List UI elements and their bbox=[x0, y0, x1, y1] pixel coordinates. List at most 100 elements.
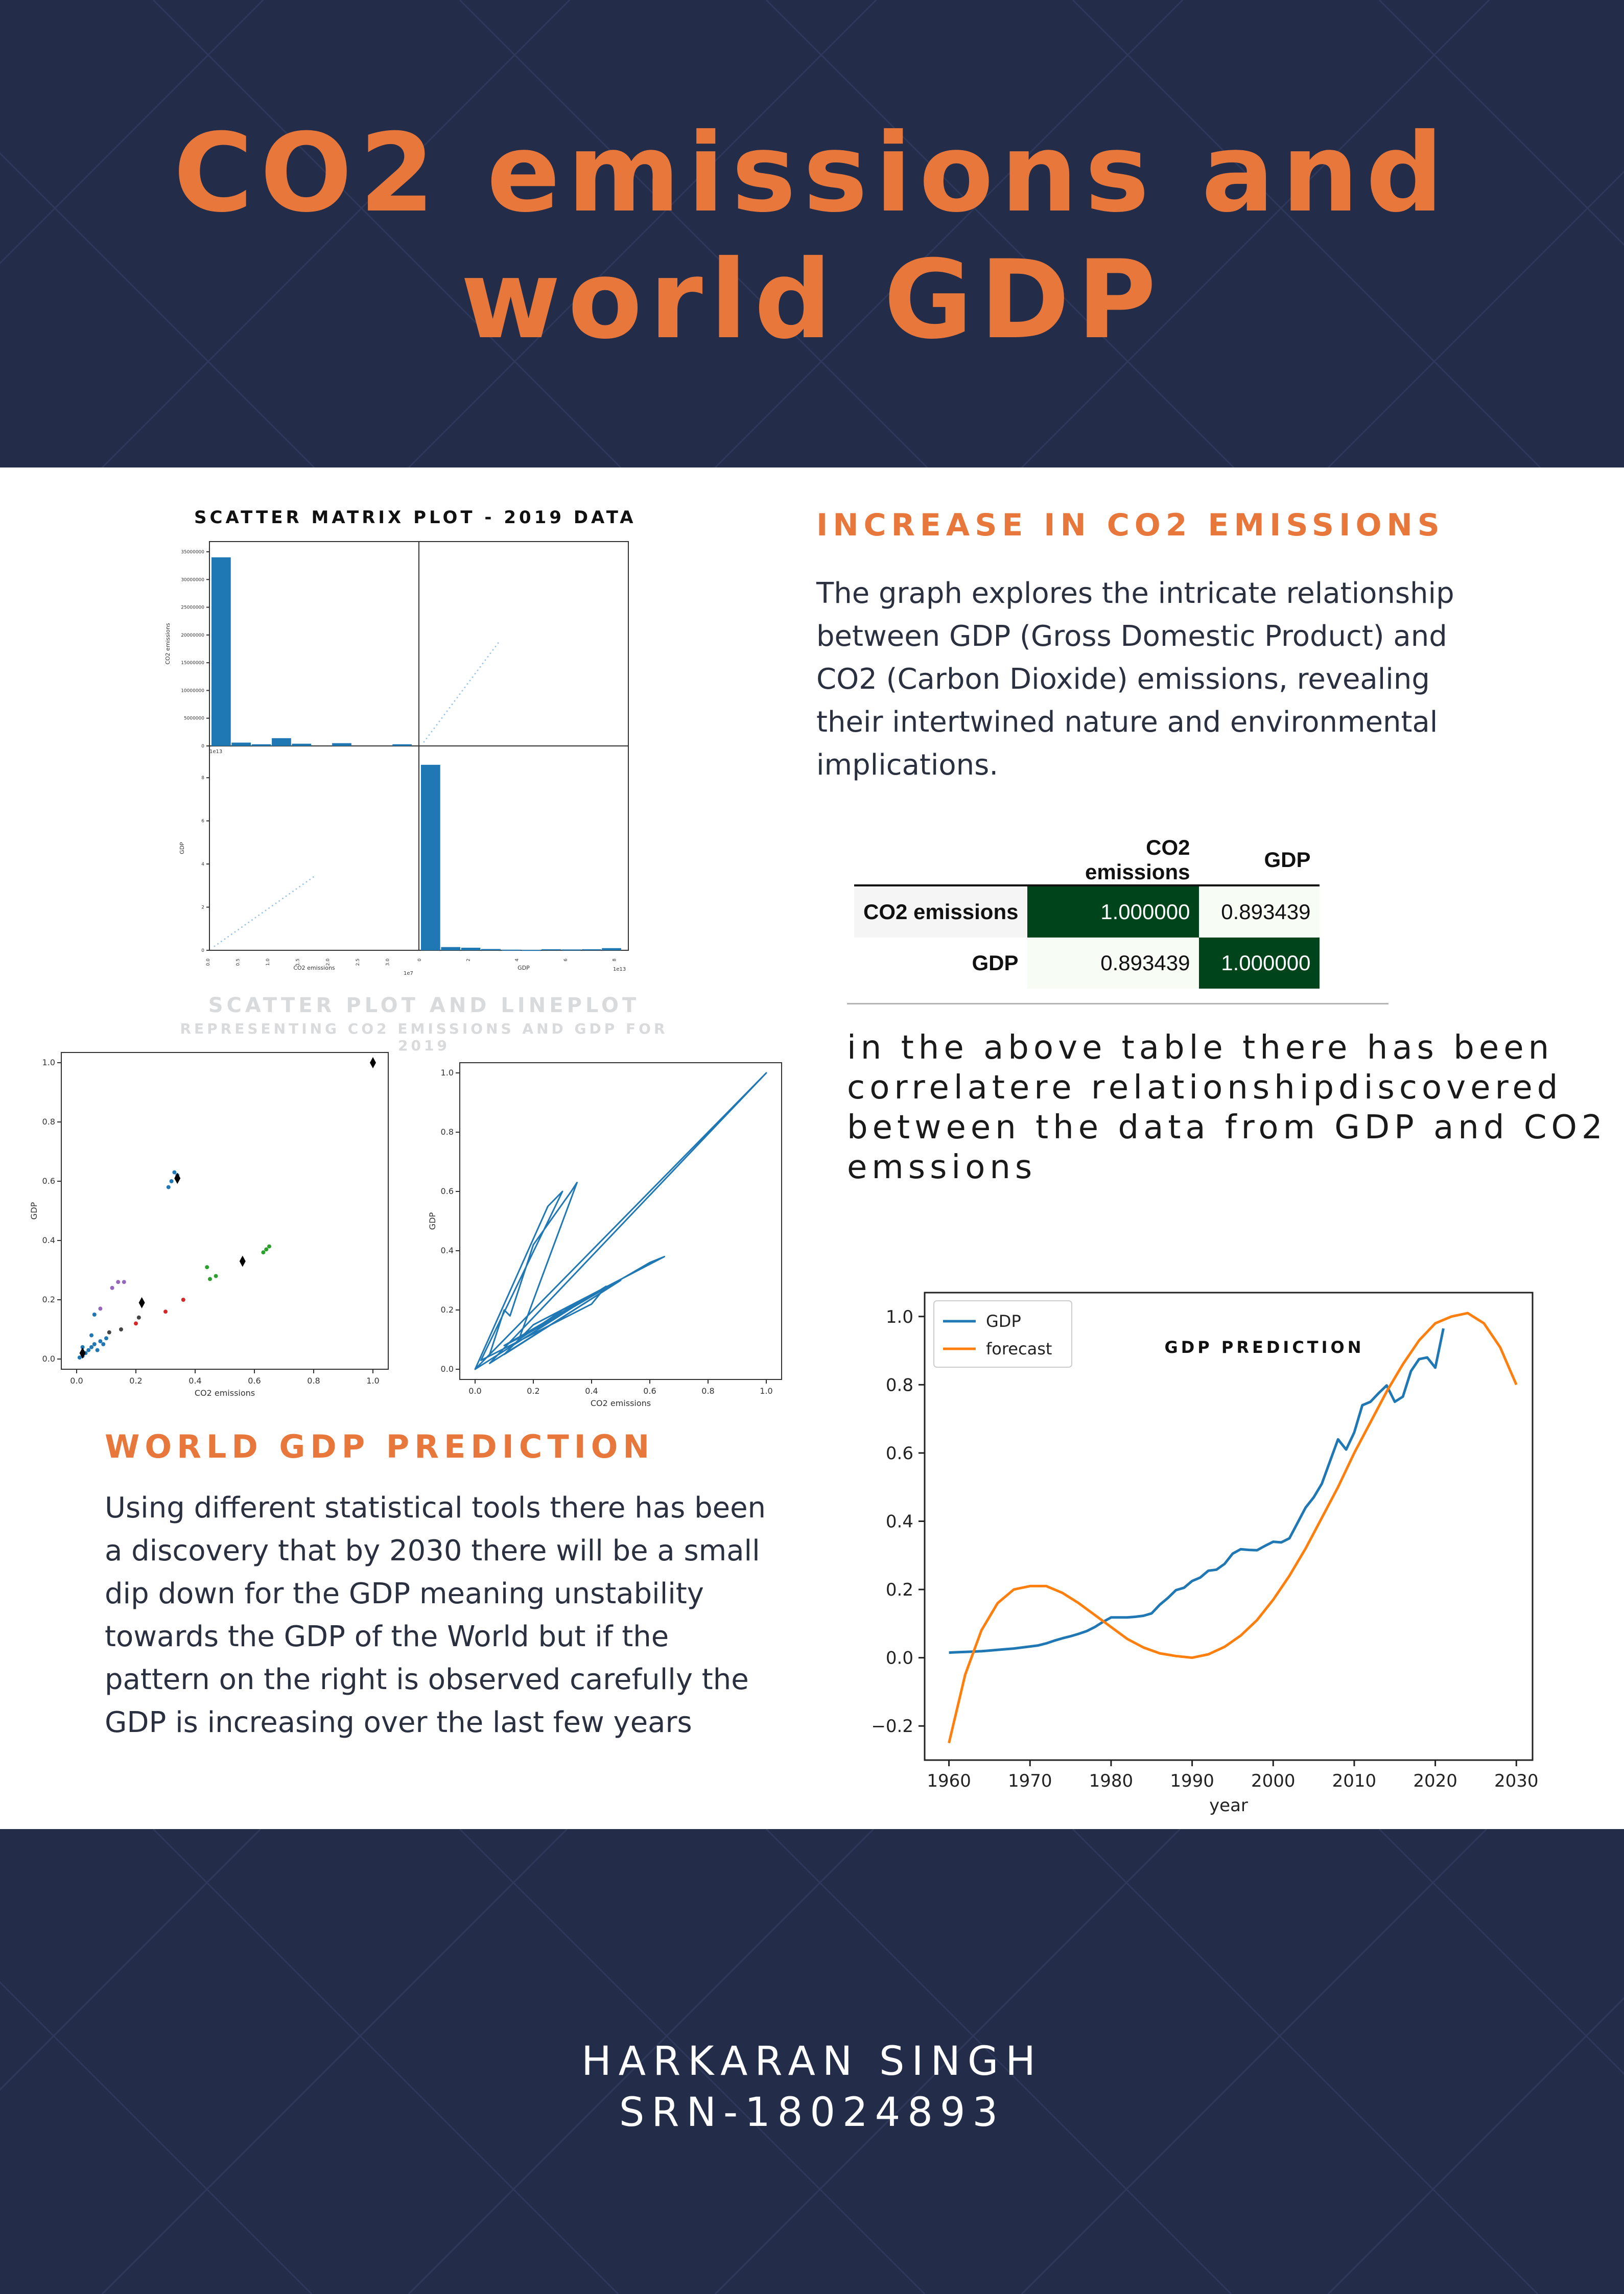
x-tick-label: 1.0 bbox=[760, 1386, 772, 1396]
title-line-1: CO2 emissions and bbox=[173, 110, 1451, 236]
header-pattern bbox=[0, 0, 1624, 467]
centroid-marker bbox=[138, 1297, 145, 1308]
offset-label: 1e13 bbox=[613, 967, 626, 972]
x-tick-label: 1.0 bbox=[366, 1376, 379, 1386]
header-banner bbox=[0, 0, 1624, 467]
scatter-point bbox=[264, 1247, 269, 1252]
co2-hist-bar bbox=[272, 738, 291, 746]
matrix-point bbox=[265, 909, 267, 911]
series-line-GDP bbox=[949, 1328, 1445, 1654]
gdp-ytick-label: 2 bbox=[201, 905, 204, 910]
matrix-point bbox=[251, 919, 253, 921]
matrix-point bbox=[309, 878, 311, 880]
matrix-point bbox=[261, 912, 263, 914]
table-note-text: in the above table there has been correl… bbox=[847, 1029, 1607, 1186]
scatter-point bbox=[80, 1345, 85, 1349]
y-tick-label: 0.2 bbox=[886, 1580, 913, 1600]
scatter-point bbox=[101, 1342, 106, 1346]
matrix-point bbox=[497, 642, 499, 644]
legend-box bbox=[933, 1300, 1072, 1368]
scatter-point bbox=[86, 1348, 91, 1352]
x-tick-label: 0.6 bbox=[643, 1386, 656, 1396]
legend-label: GDP bbox=[986, 1312, 1021, 1331]
scatter-point bbox=[89, 1345, 93, 1349]
x-tick-label: 0.4 bbox=[189, 1376, 201, 1386]
series-line-forecast bbox=[948, 1312, 1518, 1744]
matrix-point bbox=[238, 928, 240, 930]
scatter-point bbox=[169, 1179, 174, 1183]
gdp-hist-bar bbox=[561, 949, 581, 951]
row-label-co2: CO2 emissions bbox=[863, 900, 1019, 924]
y-tick-label: 1.0 bbox=[441, 1068, 454, 1078]
matrix-point bbox=[451, 704, 453, 706]
matrix-point bbox=[479, 666, 481, 668]
scatter-point bbox=[104, 1336, 108, 1341]
x-tick-label: 0.0 bbox=[70, 1376, 83, 1386]
table-corner bbox=[854, 835, 1028, 886]
co2-hist-ylabel: CO2 emissions bbox=[164, 623, 171, 665]
x-tick-label: 0.8 bbox=[701, 1386, 714, 1396]
co2-hist-ytick-label: 5000000 bbox=[184, 716, 204, 721]
matrix-point bbox=[214, 945, 216, 947]
matrix-point bbox=[227, 935, 229, 938]
gdp-xtick-label: 0 bbox=[417, 958, 422, 962]
scatter-plot-subtitle: REPRESENTING CO2 EMISSIONS AND GDP FOR 2… bbox=[180, 1020, 668, 1054]
co2-hist-bar bbox=[392, 744, 412, 746]
matrix-point bbox=[454, 700, 456, 702]
matrix-point bbox=[281, 898, 284, 900]
gdp-hist-bar bbox=[501, 949, 521, 951]
co2-hist-bar bbox=[211, 557, 231, 746]
co2-section-text: The graph explores the intricate relatio… bbox=[816, 577, 1454, 782]
gdp-prediction-chart: 1960 1970 1980 1990 2000 2010 2020 2030 −0.2 0.0 0… bbox=[871, 1292, 1539, 1816]
scatter-point bbox=[208, 1277, 212, 1281]
gdp-hist-bar bbox=[481, 949, 501, 950]
author-srn: SRN-18024893 bbox=[619, 2090, 1005, 2136]
scatter-point bbox=[261, 1250, 266, 1255]
matrix-point bbox=[433, 727, 435, 729]
matrix-point bbox=[254, 917, 256, 919]
y-tick-label: 0.6 bbox=[42, 1176, 55, 1186]
matrix-point bbox=[248, 921, 250, 923]
matrix-point bbox=[292, 891, 294, 893]
matrix-point bbox=[312, 876, 314, 878]
scatter-point bbox=[122, 1280, 126, 1284]
gdp-xlabel: GDP bbox=[517, 965, 530, 971]
gdp-hist-bar bbox=[461, 947, 481, 950]
x-tick-label: 2010 bbox=[1332, 1771, 1377, 1791]
x-tick-label: 0.6 bbox=[248, 1376, 261, 1386]
matrix-point bbox=[443, 714, 445, 716]
co2-hist-ytick-label: 25000000 bbox=[181, 605, 204, 611]
gdp-hist-bar bbox=[581, 949, 601, 950]
co2-section-heading: INCREASE IN CO2 EMISSIONS bbox=[816, 507, 1445, 543]
matrix-point bbox=[428, 734, 430, 736]
matrix-point bbox=[230, 933, 232, 935]
x-tick-label: 2030 bbox=[1494, 1771, 1539, 1791]
scatter-matrix-chart: 0 5000000 10000000 15000000 20000000 25000000… bbox=[164, 541, 629, 976]
co2-hist-ytick-label: 20000000 bbox=[181, 633, 204, 638]
matrix-cell-0 bbox=[209, 541, 419, 746]
x-tick-label: 0.8 bbox=[307, 1376, 320, 1386]
gdp-xtick-label: 4 bbox=[515, 958, 520, 962]
scatter-point bbox=[267, 1244, 271, 1249]
x-tick-label: 0.0 bbox=[468, 1386, 481, 1396]
divider-line bbox=[847, 1003, 1388, 1004]
y-tick-label: 0.6 bbox=[441, 1186, 454, 1196]
footer-pattern bbox=[0, 1829, 1624, 2294]
co2-xtick-label: 3.0 bbox=[385, 958, 390, 966]
y-tick-label: 0.8 bbox=[441, 1127, 454, 1137]
gdp-ylabel: GDP bbox=[179, 842, 185, 854]
y-axis-label: GDP bbox=[29, 1202, 39, 1220]
x-tick-label: 0.2 bbox=[129, 1376, 142, 1386]
matrix-point bbox=[449, 707, 451, 709]
gdp-ytick-label: 8 bbox=[201, 776, 204, 781]
scatter-point bbox=[92, 1342, 97, 1346]
co2-hist-bar bbox=[251, 744, 271, 746]
centroid-marker bbox=[174, 1173, 181, 1184]
matrix-point bbox=[456, 696, 458, 698]
matrix-point bbox=[469, 680, 471, 682]
matrix-point bbox=[487, 656, 489, 658]
matrix-point bbox=[423, 741, 425, 743]
co2-xtick-label: 1.0 bbox=[266, 958, 271, 966]
gdp-hist-bar bbox=[421, 764, 440, 950]
y-tick-label: 0.8 bbox=[886, 1375, 913, 1395]
